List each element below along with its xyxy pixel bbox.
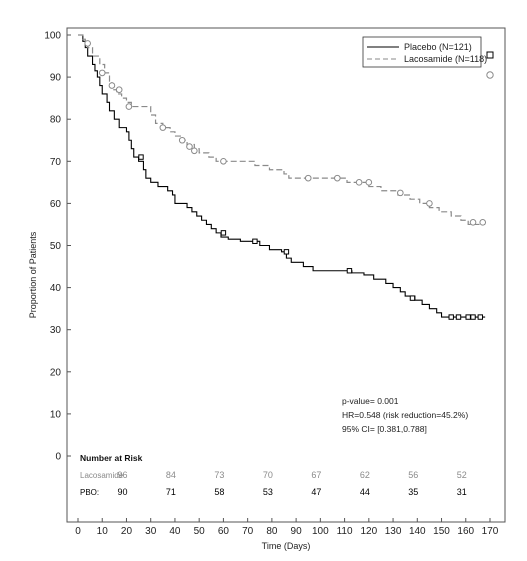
y-tick-label: 40 bbox=[50, 283, 62, 294]
risk-value: 62 bbox=[360, 470, 370, 480]
censor-mark-lacosamide bbox=[108, 82, 116, 89]
risk-value: 70 bbox=[263, 470, 273, 480]
legend: Placebo (N=121) Lacosamide (N=118) bbox=[362, 36, 494, 79]
censor-mark-lacosamide bbox=[426, 200, 433, 207]
risk-value: 84 bbox=[166, 470, 176, 480]
censor-mark-lacosamide bbox=[334, 174, 341, 182]
legend-label-lacosamide: Lacosamide (N=118) bbox=[404, 54, 487, 64]
x-tick-label: 20 bbox=[121, 526, 133, 537]
risk-value: 73 bbox=[214, 470, 224, 480]
legend-label-placebo: Placebo (N=121) bbox=[404, 42, 472, 52]
x-tick-label: 130 bbox=[385, 526, 402, 537]
hazard-ratio-text: HR=0.548 (risk reduction=45.2%) bbox=[342, 410, 468, 420]
censor-mark-placebo bbox=[220, 230, 227, 236]
series-layer bbox=[78, 34, 487, 320]
x-tick-label: 10 bbox=[97, 526, 109, 537]
confidence-interval-text: 95% CI= [0.381,0.788] bbox=[342, 424, 427, 434]
censor-mark-placebo bbox=[138, 154, 144, 160]
x-tick-label: 100 bbox=[312, 526, 329, 537]
censor-mark-placebo bbox=[455, 314, 462, 320]
x-tick-label: 60 bbox=[218, 526, 230, 537]
risk-value: 31 bbox=[457, 487, 467, 497]
legend-censor-marker-placebo bbox=[486, 51, 494, 59]
x-tick-label: 150 bbox=[433, 526, 450, 537]
x-axis-label: Time (Days) bbox=[262, 541, 311, 551]
risk-row-label-lacosamide: Lacosamide bbox=[80, 471, 124, 480]
risk-value: 52 bbox=[457, 470, 467, 480]
risk-value: 96 bbox=[117, 470, 127, 480]
x-tick-label: 170 bbox=[482, 526, 499, 537]
risk-value: 90 bbox=[117, 487, 127, 497]
risk-value: 47 bbox=[311, 487, 321, 497]
censor-mark-lacosamide bbox=[355, 179, 363, 186]
censor-mark-placebo bbox=[252, 238, 258, 244]
y-axis-label: Proportion of Patients bbox=[28, 231, 38, 318]
number-at-risk-title: Number at Risk bbox=[80, 453, 143, 463]
x-tick-label: 120 bbox=[360, 526, 377, 537]
x-tick-label: 110 bbox=[337, 526, 353, 537]
risk-value: 44 bbox=[360, 487, 370, 497]
stats-annotation: p-value= 0.001 HR=0.548 (risk reduction=… bbox=[342, 396, 468, 434]
risk-value: 67 bbox=[311, 470, 321, 480]
number-at-risk-table: Number at Risk Lacosamide PBO: 96 84 73 70 6… bbox=[80, 453, 467, 497]
censor-mark-lacosamide bbox=[397, 189, 404, 197]
censor-mark-lacosamide bbox=[469, 219, 477, 226]
risk-value: 53 bbox=[263, 487, 273, 497]
censor-mark-lacosamide bbox=[159, 124, 167, 131]
legend-box bbox=[362, 36, 482, 68]
y-tick-label: 100 bbox=[44, 31, 61, 42]
risk-value: 71 bbox=[166, 487, 176, 497]
y-tick-label: 30 bbox=[50, 325, 62, 336]
censor-mark-placebo bbox=[477, 314, 484, 320]
censor-mark-placebo bbox=[346, 268, 353, 274]
censor-mark-lacosamide bbox=[125, 103, 133, 110]
plot-frame bbox=[66, 27, 506, 523]
x-tick-label: 140 bbox=[409, 526, 426, 537]
y-tick-label: 70 bbox=[50, 157, 62, 168]
p-value-text: p-value= 0.001 bbox=[342, 396, 399, 406]
censor-mark-placebo bbox=[448, 314, 454, 320]
censor-mark-lacosamide bbox=[98, 69, 106, 77]
km-curve-lacosamide bbox=[78, 34, 486, 226]
risk-value: 56 bbox=[408, 470, 418, 480]
x-tick-label: 30 bbox=[145, 526, 157, 537]
censor-mark-placebo bbox=[465, 314, 471, 320]
x-tick-label: 0 bbox=[75, 526, 81, 537]
x-tick-label: 40 bbox=[169, 526, 181, 537]
y-tick-label: 80 bbox=[50, 115, 62, 126]
y-tick-label: 50 bbox=[50, 241, 62, 252]
censor-mark-lacosamide bbox=[304, 174, 312, 182]
y-tick-label: 20 bbox=[50, 367, 62, 378]
y-tick-label: 90 bbox=[50, 73, 62, 84]
y-tick-label: 0 bbox=[55, 452, 61, 463]
censor-mark-placebo bbox=[409, 295, 416, 301]
x-tick-label: 160 bbox=[457, 526, 474, 537]
censor-mark-lacosamide bbox=[479, 219, 487, 226]
risk-value: 58 bbox=[214, 487, 224, 497]
axes: 0 10 20 30 40 50 60 70 80 90 100 0 10 20 30 40 50 60 70 80 9… bbox=[44, 31, 498, 538]
x-tick-label: 90 bbox=[291, 526, 303, 537]
risk-row-label-pbo: PBO: bbox=[80, 488, 99, 497]
y-tick-label: 10 bbox=[50, 409, 62, 420]
censor-mark-lacosamide bbox=[220, 158, 227, 165]
censor-mark-lacosamide bbox=[365, 179, 373, 186]
censor-mark-placebo bbox=[470, 314, 476, 320]
censor-mark-lacosamide bbox=[84, 40, 91, 47]
x-tick-label: 70 bbox=[242, 526, 254, 537]
censor-mark-lacosamide bbox=[115, 86, 123, 94]
censor-mark-lacosamide bbox=[191, 147, 198, 155]
x-tick-label: 50 bbox=[194, 526, 206, 537]
km-curve-placebo bbox=[78, 34, 486, 318]
y-tick-label: 60 bbox=[50, 199, 62, 210]
censor-mark-lacosamide bbox=[178, 136, 186, 144]
legend-censor-marker-lacosamide bbox=[486, 71, 494, 79]
x-tick-label: 80 bbox=[266, 526, 278, 537]
risk-value: 35 bbox=[408, 487, 418, 497]
censor-mark-lacosamide bbox=[186, 143, 193, 150]
censor-mark-placebo bbox=[283, 249, 290, 255]
